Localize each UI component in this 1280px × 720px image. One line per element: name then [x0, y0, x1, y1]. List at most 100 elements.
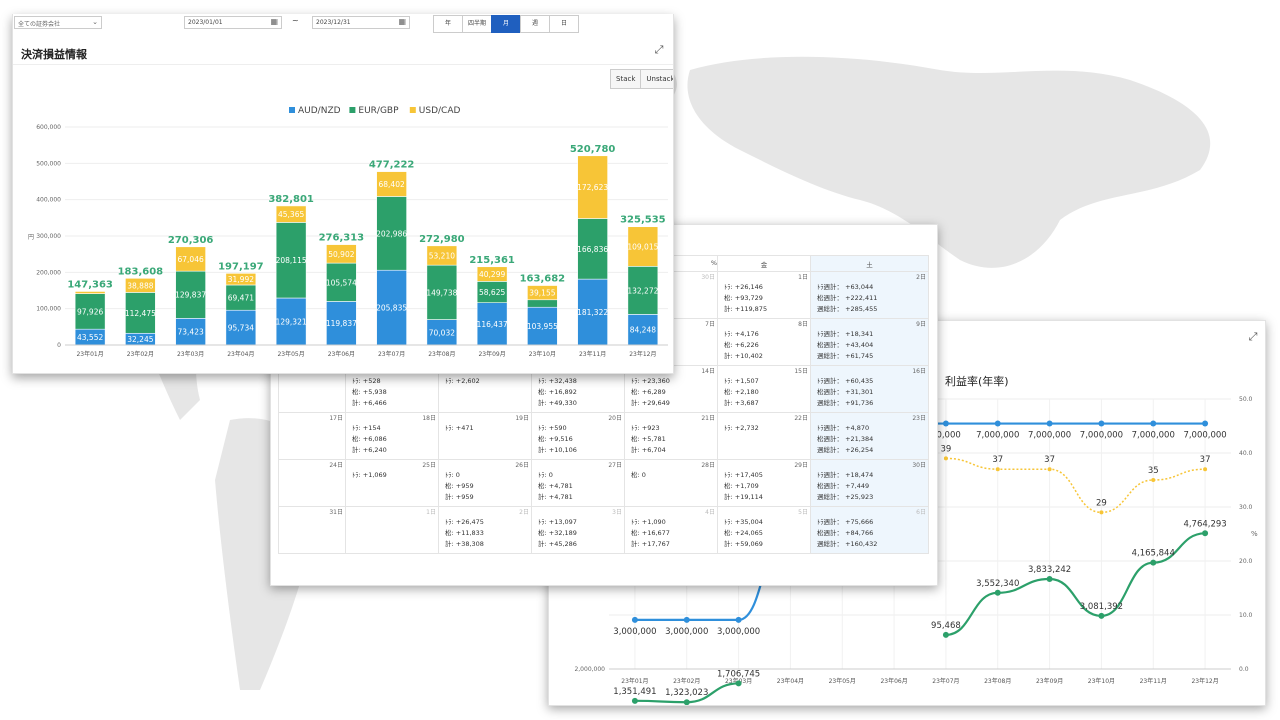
calendar-day-cell[interactable]: 30日 ﾄﾗ週計： +18,474 松週計： +7,449 週総計： +25,923 [810, 459, 929, 507]
calendar-icon[interactable]: ▦ [398, 17, 406, 26]
unstack-button[interactable]: Unstack [640, 69, 673, 89]
calendar-day-cell[interactable]: 26日 ﾄﾗ: 0 松: +959 計: +959 [438, 459, 532, 507]
calendar-day-cell[interactable]: 18日 ﾄﾗ: +154 松: +6,086 計: +6,240 [345, 412, 439, 460]
day-number: 1日 [798, 274, 808, 281]
point-label: 3,081,392 [1080, 602, 1123, 612]
series-point [1098, 612, 1105, 619]
calendar-day-cell[interactable]: 27日 ﾄﾗ: 0 松: +4,781 計: +4,781 [531, 459, 625, 507]
day-pl-line: 松: +32,189 [538, 529, 577, 537]
pl-chart-title: 決済損益情報 [21, 48, 87, 61]
day-number: 21日 [701, 415, 715, 422]
y-axis-unit: 円 [28, 234, 34, 241]
bar-segment [125, 292, 156, 334]
day-pl-line: ﾄﾗ: +13,097 [538, 518, 577, 526]
calendar-day-cell[interactable]: 2日 ﾄﾗ週計： +63,044 松週計： +222,411 週総計： +285,45… [810, 271, 929, 319]
day-pl-line: ﾄﾗ週計： +18,341 [817, 330, 874, 338]
calendar-day-cell[interactable]: 4日 ﾄﾗ: +1,090 松: +16,677 計: +17,767 [624, 506, 718, 554]
calendar-day-cell[interactable]: 5日 ﾄﾗ: +35,004 松: +24,065 計: +59,069 [717, 506, 811, 554]
legend-swatch [349, 107, 356, 113]
calendar-day-cell[interactable]: 22日 ﾄﾗ: +2,732 [717, 412, 811, 460]
day-pl-line: 松: 0 [631, 471, 646, 479]
day-pl-line: 松: +24,065 [724, 529, 763, 537]
series-point [1150, 420, 1157, 427]
calendar-icon[interactable]: ▦ [270, 17, 278, 26]
bar-segment [527, 285, 558, 301]
point-label: 3,000,000 [665, 627, 708, 637]
x-tick-label: 23年02月 [127, 350, 154, 358]
period-week-button[interactable]: 週 [520, 15, 550, 33]
date-to-field[interactable]: 2023/12/31 ▦ [312, 16, 410, 29]
x-tick-label: 23年09月 [478, 350, 505, 358]
weekday-header-cell: 土 [810, 255, 929, 272]
y-tick-label: 300,000 [36, 233, 61, 240]
period-day-button[interactable]: 日 [549, 15, 579, 33]
x-tick-label: 23年10月 [1088, 677, 1115, 685]
bar-segment [476, 302, 508, 346]
calendar-day-cell[interactable]: 24日 [278, 459, 346, 507]
point-label: 4,764,293 [1183, 519, 1226, 529]
day-number: 24日 [329, 462, 343, 469]
calendar-day-cell[interactable]: 16日 ﾄﾗ週計： +60,435 松週計： +31,301 週総計： +91,736 [810, 365, 929, 413]
legend-swatch [289, 107, 295, 113]
day-number: 16日 [912, 368, 926, 375]
bar-segment [326, 301, 357, 346]
expand-icon[interactable]: ⤢ [1248, 330, 1258, 343]
day-pl-line: 松: +1,709 [724, 482, 759, 490]
bar-segment [225, 284, 257, 311]
day-pl-line: 松週計： +84,766 [817, 529, 874, 537]
day-pl-line: 週総計： +285,455 [817, 305, 878, 313]
day-pl-line: 松: +5,938 [352, 388, 387, 396]
bar-value-label: 95,734 [228, 324, 254, 333]
point-label: 3,000,000 [717, 627, 760, 637]
bar-segment [225, 273, 257, 286]
calendar-day-cell[interactable]: 15日 ﾄﾗ: +1,507 松: +2,180 計: +3,687 [717, 365, 811, 413]
calendar-day-cell[interactable]: 20日 ﾄﾗ: +590 松: +9,516 計: +10,106 [531, 412, 625, 460]
series-point [1047, 467, 1052, 472]
bar-segment [426, 245, 458, 266]
calendar-day-cell[interactable]: 29日 ﾄﾗ: +17,405 松: +1,709 計: +19,114 [717, 459, 811, 507]
period-year-button[interactable]: 年 [433, 15, 463, 33]
date-from-field[interactable]: 2023/01/01 ▦ [184, 16, 282, 29]
bar-value-label: 40,299 [479, 270, 505, 279]
company-select[interactable]: 全ての証券会社 ⌄ [14, 16, 102, 29]
calendar-day-cell[interactable]: 31日 [278, 506, 346, 554]
x-tick-label: 23年11月 [1140, 677, 1167, 685]
day-pl-line: ﾄﾗ: +35,004 [724, 518, 763, 526]
day-number: 7日 [705, 321, 715, 328]
day-number: 28日 [701, 462, 715, 469]
calendar-day-cell[interactable]: 1日 [345, 506, 439, 554]
bar-value-label: 109,015 [627, 243, 658, 252]
day-pl-line: ﾄﾗ: 0 [445, 471, 460, 479]
calendar-day-cell[interactable]: 3日 ﾄﾗ: +13,097 松: +32,189 計: +45,286 [531, 506, 625, 554]
calendar-week-row: 24日 25日 ﾄﾗ: +1,069 26日 ﾄﾗ: 0 松: +959 計: +959 27… [278, 459, 929, 507]
period-month-button[interactable]: 月 [491, 15, 521, 33]
calendar-day-cell[interactable]: 25日 ﾄﾗ: +1,069 [345, 459, 439, 507]
calendar-day-cell[interactable]: 8日 ﾄﾗ: +4,176 松: +6,226 計: +10,402 [717, 318, 811, 366]
bar-value-label: 53,210 [429, 251, 455, 260]
bar-value-label: 205,835 [376, 304, 407, 313]
calendar-day-cell[interactable]: 2日 ﾄﾗ: +26,475 松: +11,833 計: +38,308 [438, 506, 532, 554]
calendar-day-cell[interactable]: 1日 ﾄﾗ: +26,146 松: +93,729 計: +119,875 [717, 271, 811, 319]
day-number: 18日 [422, 415, 436, 422]
date-from-value: 2023/01/01 [188, 19, 223, 26]
day-pl-line: 松: +5,781 [631, 435, 666, 443]
expand-icon[interactable]: ⤢ [654, 43, 664, 56]
bar-value-label: 70,032 [429, 328, 455, 337]
calendar-day-cell[interactable]: 21日 ﾄﾗ: +923 松: +5,781 計: +6,704 [624, 412, 718, 460]
calendar-day-cell[interactable]: 17日 [278, 412, 346, 460]
calendar-day-cell[interactable]: 23日 ﾄﾗ週計： +4,870 松週計： +21,384 週総計： +26,254 [810, 412, 929, 460]
day-pl-line: ﾄﾗ週計： +18,474 [817, 471, 874, 479]
day-number: 30日 [701, 274, 715, 281]
calendar-day-cell[interactable]: 28日松: 0 [624, 459, 718, 507]
y-right-tick-label: 50.0 [1239, 396, 1253, 403]
calendar-day-cell[interactable]: 6日 ﾄﾗ週計： +75,666 松週計： +84,766 週総計： +160,432 [810, 506, 929, 554]
y-tick-label: 100,000 [36, 306, 61, 313]
series-point [1151, 478, 1156, 482]
period-quarter-button[interactable]: 四半期 [462, 15, 492, 33]
day-number: 8日 [798, 321, 808, 328]
calendar-day-cell[interactable]: 19日 ﾄﾗ: +471 [438, 412, 532, 460]
calendar-day-cell[interactable]: 9日 ﾄﾗ週計： +18,341 松週計： +43,404 週総計： +61,745 [810, 318, 929, 366]
x-tick-label: 23年06月 [880, 677, 907, 685]
x-tick-label: 23年05月 [277, 350, 304, 358]
series-line [945, 457, 1206, 514]
